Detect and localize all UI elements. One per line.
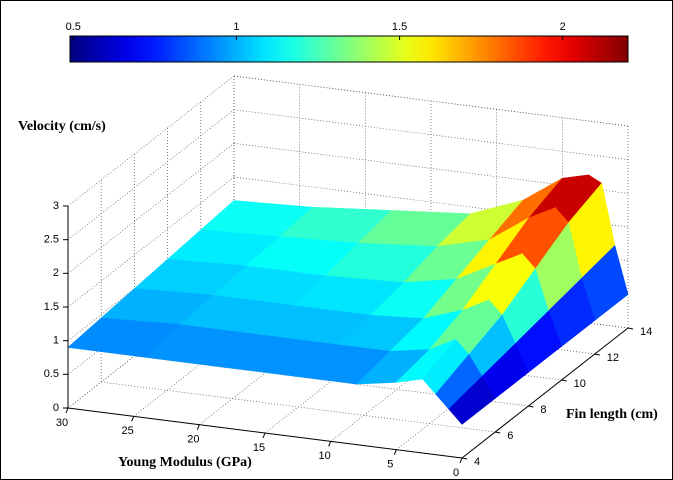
y-tick [528,405,534,408]
x-tick-label: 20 [187,434,199,446]
x-tick-label: 30 [56,417,68,429]
surface-patch [448,375,496,425]
colorbar-tick-label: 0.5 [66,21,81,33]
z-tick-label: 2.5 [44,234,59,246]
x-tick-label: 25 [122,425,134,437]
grid-line [67,176,235,308]
z-tick-label: 0 [53,402,59,414]
y-axis-label: Fin length (cm) [566,407,658,422]
y-tick [561,379,567,382]
x-tick [196,424,200,430]
y-tick-label: 8 [540,404,546,416]
y-tick [461,457,468,460]
grid-line [101,381,496,433]
z-tick-label: 2 [53,267,59,279]
y-tick-label: 4 [474,456,480,468]
y-tick-label: 10 [574,378,586,390]
grid-line [67,75,235,207]
grid-line [67,109,235,240]
grid-line [67,143,235,274]
x-tick-label: 10 [319,450,331,462]
x-tick [328,441,332,447]
z-tick-label: 1 [53,335,59,347]
x-tick [393,449,397,455]
x-axis-label: Young Modulus (GPa) [118,455,252,470]
x-tick-label: 15 [253,442,265,454]
x-tick [459,457,463,464]
z-tick-label: 0.5 [44,368,59,380]
z-tick-label: 1.5 [44,301,59,313]
x-tick-label: 5 [387,459,393,471]
y-axis [461,327,629,459]
colorbar-tick-label: 2 [560,21,566,33]
x-tick [262,432,266,439]
colorbar-tick-label: 1.5 [392,21,407,33]
y-tick [594,353,600,356]
z-axis-label: Velocity (cm/s) [18,119,106,134]
y-tick-label: 12 [607,352,619,364]
y-tick-label: 14 [640,326,652,338]
x-tick [131,416,135,422]
y-tick [627,327,634,330]
colorbar [69,35,629,63]
x-tick-label: 0 [453,467,459,479]
z-tick-label: 3 [53,200,59,212]
grid-line [233,109,629,161]
box-edge [233,75,629,127]
colorbar-tick-label: 1 [233,21,239,33]
y-tick-label: 6 [507,430,513,442]
y-tick [495,431,501,434]
x-tick [65,407,69,414]
